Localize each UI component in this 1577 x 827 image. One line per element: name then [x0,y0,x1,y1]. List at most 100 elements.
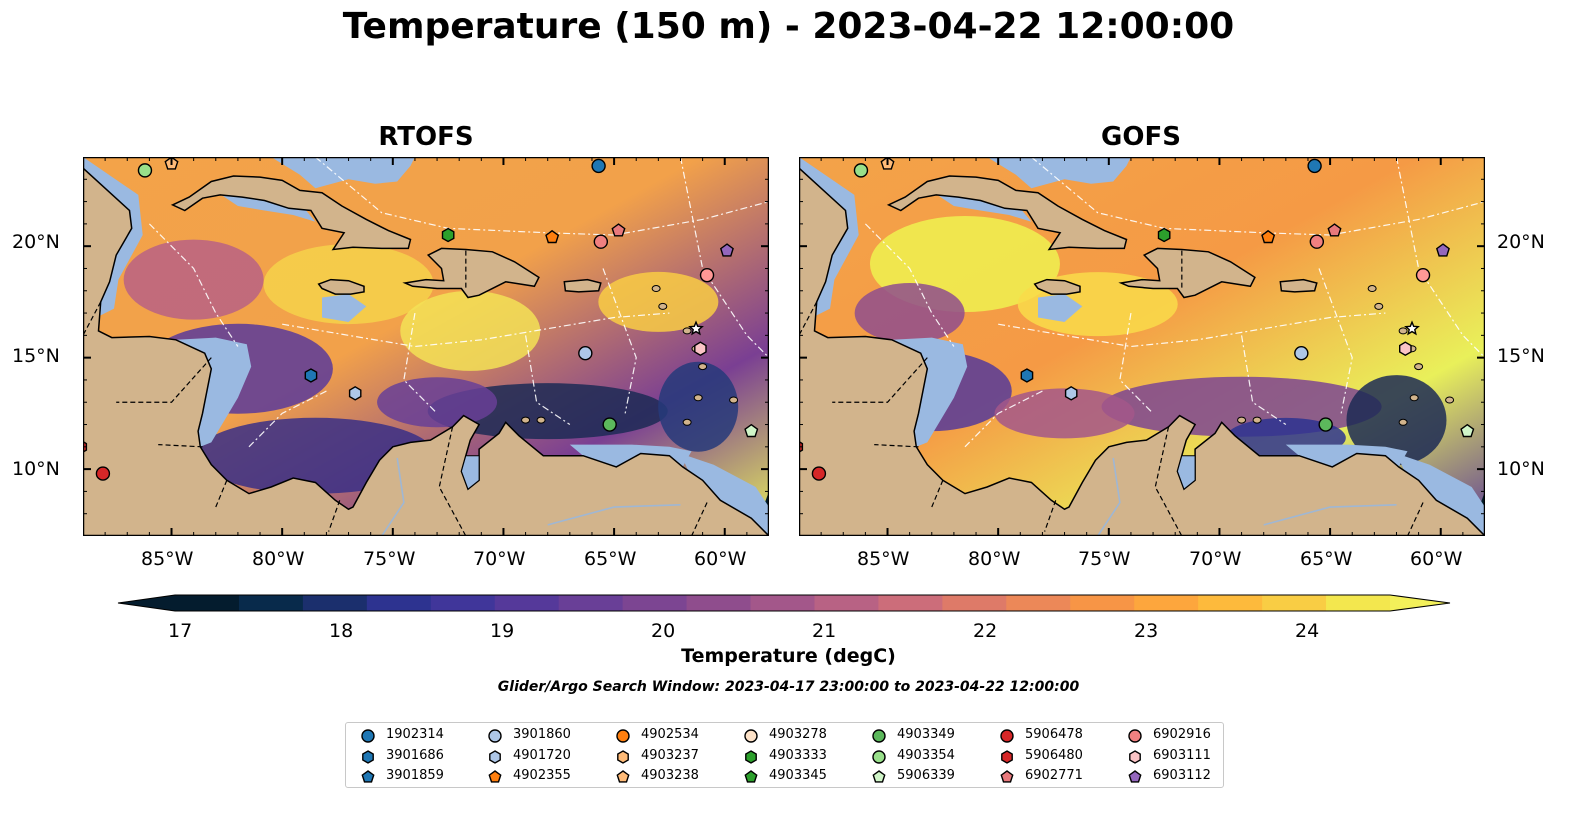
colorbar-label: Temperature (degC) [681,645,896,667]
float-3901860 [1294,345,1309,361]
legend-label: 6902771 [1025,768,1083,783]
eez-boundary [864,223,955,347]
temperature-patch [1346,375,1447,466]
small-island [1414,363,1424,371]
float-4902355 [1261,229,1276,244]
legend-label: 4903354 [897,747,955,763]
legend-label: 1902314 [386,727,444,742]
legend-label: 4902355 [513,768,571,783]
circle-marker-icon [361,729,375,743]
river [381,457,405,536]
legend-label: 5906480 [1025,747,1083,763]
float-4903354 [137,163,153,178]
legend-marker [617,749,629,764]
colorbar-segment [622,595,688,611]
colorbar-tick-18: 18 [329,620,354,642]
country-border [1044,500,1057,532]
eez-boundary [602,268,637,414]
country-border [874,443,919,448]
temperature-patch [123,239,264,320]
legend-label: 3901860 [513,727,571,742]
float-5906478 [95,466,111,481]
legend-marker [872,749,886,764]
colorbar-segment [1198,595,1263,611]
puerto-rico-land [1279,278,1318,293]
float-6902916 [593,234,609,249]
lat-tick-left-20: 20°N [12,231,60,253]
circle-marker-icon [488,729,502,743]
country-border [438,426,467,536]
lon-tick-rtofs-65: 65°W [584,548,637,570]
lon-tick-rtofs-75: 75°W [363,548,416,570]
small-island [1445,396,1455,404]
temperature-patch [598,271,719,332]
legend-marker [361,729,375,743]
circle-marker-icon [1000,729,1014,743]
eez-boundary [679,157,769,359]
legend-label: 4902534 [641,727,699,742]
small-island [1252,416,1262,424]
float-4903333 [441,227,455,243]
temperature-patch [854,283,965,344]
lon-tick-gofs-80: 80°W [968,548,1021,570]
legend-marker [1000,770,1014,783]
hispaniola-land [402,247,540,299]
legend-marker [616,770,630,783]
colorbar-tick-labels: 17 18 19 20 21 22 23 24 [0,620,1577,644]
central-south-america-land [83,167,769,536]
panel-title-rtofs: RTOFS [378,122,474,152]
lon-tick-gofs-85: 85°W [857,548,910,570]
lon-tick-rtofs-80: 80°W [252,548,305,570]
float-4903354 [853,163,869,178]
pentagon-marker-icon [1128,770,1142,783]
eez-boundary [282,312,670,348]
legend-label: 3901859 [386,768,444,783]
circle-marker-icon [1128,729,1142,743]
jamaica-land [1033,278,1081,295]
country-border [328,500,341,532]
legend-marker [489,749,501,764]
search-window-text: Glider/Argo Search Window: 2023-04-17 23… [497,679,1080,695]
cuba-land [886,175,1128,251]
float-6902916 [1309,234,1325,249]
colorbar-segment [1006,595,1071,611]
hexagon-marker-icon [489,749,501,764]
legend-marker [1129,749,1141,764]
small-island [729,396,739,404]
colorbar-tick-20: 20 [651,620,676,642]
hispaniola-land [1118,247,1256,299]
legend-marker [361,770,375,783]
small-island [1398,418,1408,426]
float-5906339 [744,423,759,438]
figure-title: Temperature (150 m) - 2023-04-22 12:00:0… [342,6,1235,47]
lat-tick-right-10: 10°N [1497,458,1545,480]
colorbar-segment [686,595,752,611]
continental-shelf [987,157,1131,189]
legend-label: 4901720 [513,747,571,763]
legend-marker [1000,729,1014,743]
country-border [1407,502,1424,536]
colorbar-segment [558,595,624,611]
colorbar-segment [1134,595,1199,611]
colorbar-segment [302,595,368,611]
country-border [215,480,228,508]
lat-tick-left-15: 15°N [12,345,60,367]
legend-label: 4903333 [769,747,827,763]
float-6902771 [1327,223,1342,237]
small-island [1367,285,1377,293]
float-4903333 [1157,227,1171,243]
eez-boundary [524,335,571,426]
eez-boundary [248,390,327,448]
colorbar-tick-19: 19 [490,620,515,642]
country-border [832,357,928,403]
legend-marker [616,729,630,743]
country-border [158,443,203,448]
float-6903112 [719,243,734,257]
eez-boundary [1030,157,1485,236]
circle-marker-icon [872,749,886,764]
legend-label: 6903112 [1153,768,1211,783]
colorbar-segment [814,595,880,611]
colorbar-segment [494,595,560,611]
temperature-patch [400,290,541,371]
cuba-land [170,175,412,251]
